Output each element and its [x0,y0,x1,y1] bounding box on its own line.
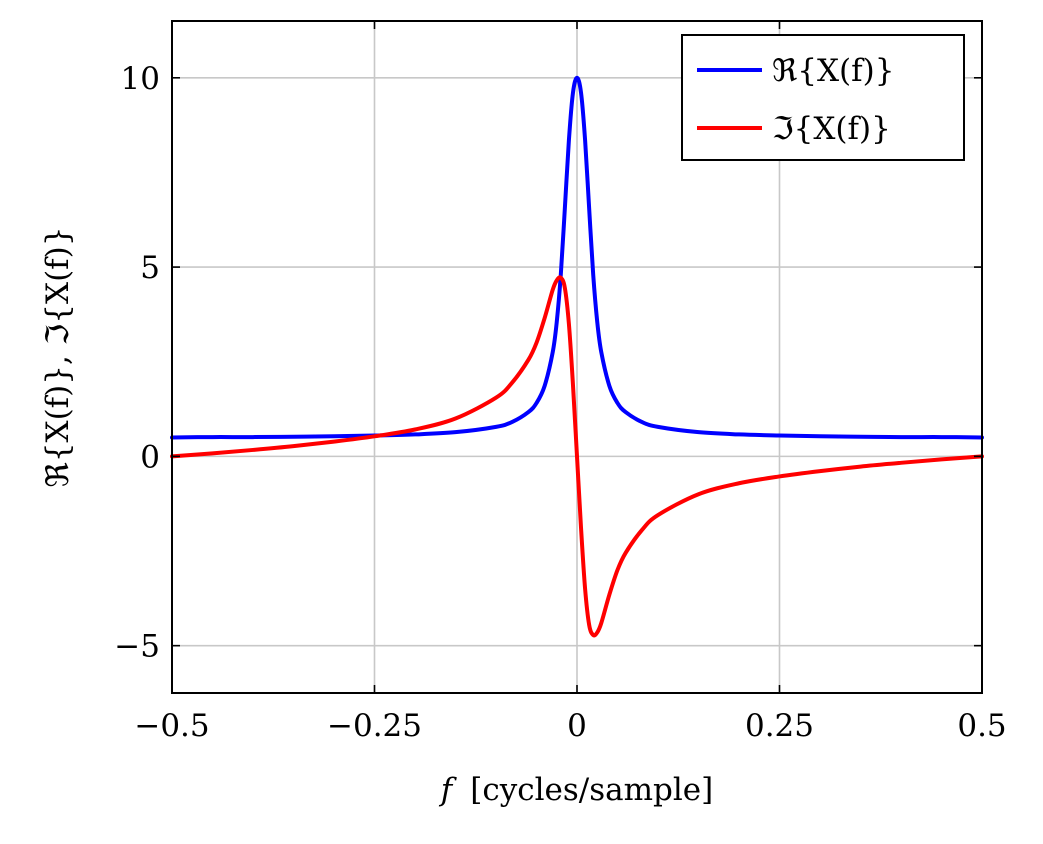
x-axis-ticks: −0.5 −0.25 0 0.25 0.5 [134,21,1007,744]
y-axis-label: ℜ{X(f)}, ℑ{X(f)} [40,227,76,488]
y-tick-label-3: 10 [121,61,160,97]
y-tick-label-0: −5 [114,629,160,665]
x-tick-label-3: 0.25 [745,708,814,744]
legend-box [681,34,965,161]
x-tick-label-4: 0.5 [957,708,1006,744]
x-tick-label-0: −0.5 [134,708,209,744]
y-tick-label-2: 5 [140,250,160,286]
y-axis-ticks: −5 0 5 10 [114,61,982,665]
legend-label-real: ℜ{X(f)} [772,53,894,89]
x-axis-label-unit: [cycles/sample] [470,772,713,808]
x-axis-label: f [cycles/sample] [439,772,713,808]
series-real-line [170,75,984,440]
legend: ℜ{X(f)} ℑ{X(f)} [681,34,965,161]
y-tick-label-1: 0 [140,439,160,475]
series-imag-line [170,275,984,638]
x-axis-label-variable: f [439,772,458,808]
x-tick-label-1: −0.25 [327,708,422,744]
x-tick-label-2: 0 [567,708,587,744]
legend-label-imag: ℑ{X(f)} [772,111,891,147]
plot-series-group [170,75,984,638]
